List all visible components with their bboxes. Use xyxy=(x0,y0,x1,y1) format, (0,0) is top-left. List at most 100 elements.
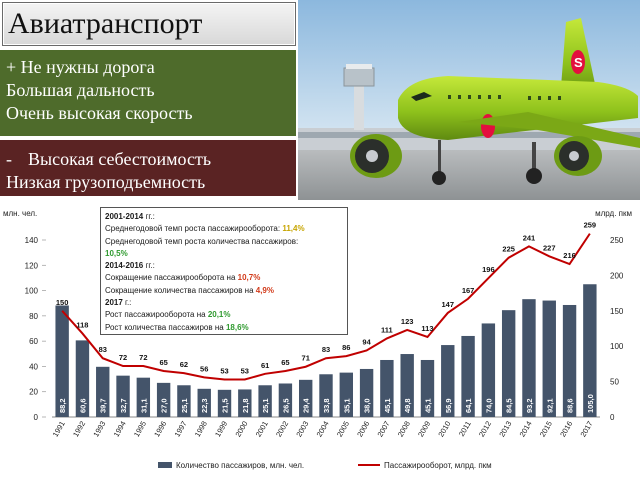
x-tick-label: 2001 xyxy=(254,420,270,439)
line-value-label: 71 xyxy=(302,354,310,363)
bar-value-label: 39,7 xyxy=(99,398,108,413)
cons-item: Низкая грузоподъемность xyxy=(6,172,206,192)
line-value-label: 72 xyxy=(139,353,147,362)
info-line: Среднегодовой темп роста пассажирооборот… xyxy=(105,224,305,234)
x-tick-label: 2011 xyxy=(457,420,473,438)
bar-value-label: 22,3 xyxy=(200,398,209,413)
line-value-label: 86 xyxy=(342,343,350,352)
line-value-label: 123 xyxy=(401,317,414,326)
y-left-tick-label: 40 xyxy=(29,362,38,371)
line-value-label: 147 xyxy=(442,300,455,309)
airplane-illustration: S xyxy=(298,0,640,200)
line-value-label: 227 xyxy=(543,243,556,252)
bar-passengers xyxy=(583,284,597,417)
bar-passengers xyxy=(299,379,313,417)
line-value-label: 53 xyxy=(241,366,249,375)
y-left-tick-label: 120 xyxy=(25,261,39,270)
chart-bars xyxy=(55,284,597,417)
bar-value-label: 49,8 xyxy=(403,398,412,413)
legend-label-bars: Количество пассажиров, млн. чел. xyxy=(176,461,304,470)
pros-block: + Не нужны дорога Большая дальность Очен… xyxy=(0,50,296,136)
x-tick-label: 1993 xyxy=(91,420,107,439)
y-left-tick-label: 80 xyxy=(29,312,38,321)
x-tick-label: 1994 xyxy=(112,420,128,439)
bar-value-label: 32,7 xyxy=(119,398,128,413)
line-value-label: 61 xyxy=(261,361,269,370)
bar-value-label: 45,1 xyxy=(423,398,432,413)
line-value-label: 83 xyxy=(99,345,107,354)
info-period-1: 2001-2014 гг.: xyxy=(105,212,155,221)
bar-passengers xyxy=(441,345,455,417)
bar-passengers xyxy=(501,310,516,417)
info-line: Рост пассажирооборота на 20,1% xyxy=(105,310,231,320)
x-tick-label: 2012 xyxy=(477,420,493,439)
line-value-label: 56 xyxy=(200,364,208,373)
y-right-tick-label: 200 xyxy=(610,271,624,280)
chart-line xyxy=(61,233,591,381)
line-value-label: 65 xyxy=(159,358,167,367)
line-value-label: 241 xyxy=(523,233,536,242)
pros-item: Большая дальность xyxy=(6,80,155,100)
x-tick-label: 2006 xyxy=(355,420,371,439)
bar-passengers xyxy=(238,389,252,417)
right-axis-title: млрд. пкм xyxy=(595,209,632,218)
cons-item: - Высокая себестоимость xyxy=(6,148,296,171)
y-right-tick-label: 50 xyxy=(610,378,619,387)
bar-value-label: 21,8 xyxy=(241,398,250,413)
bar-value-label: 25,1 xyxy=(261,398,270,413)
y-right-tick-label: 150 xyxy=(610,307,624,316)
line-passenger-turnover xyxy=(61,233,591,381)
tower-roof xyxy=(346,64,372,69)
line-value-label: 118 xyxy=(76,320,88,329)
bar-value-label: 84,5 xyxy=(505,398,514,413)
bar-value-label: 31,1 xyxy=(139,398,148,413)
bar-passengers xyxy=(400,354,414,417)
info-period-2: 2014-2016 гг.: xyxy=(105,261,155,271)
pros-item: Очень высокая скорость xyxy=(6,103,193,123)
x-tick-label: 2008 xyxy=(396,420,412,439)
nose-wheel xyxy=(432,171,446,185)
x-tick-label: 1998 xyxy=(193,420,209,439)
cockpit-windows xyxy=(411,92,432,101)
chart-legend: Количество пассажиров, млн. чел. Пассажир… xyxy=(158,461,492,470)
bar-passengers xyxy=(217,389,232,417)
bar-value-label: 21,5 xyxy=(221,398,230,413)
bar-passengers xyxy=(136,377,151,417)
x-tick-label: 1992 xyxy=(71,420,87,439)
line-value-label: 113 xyxy=(421,324,433,333)
bar-passengers xyxy=(156,382,171,417)
bar-passengers xyxy=(420,359,435,417)
x-tick-label: 2017 xyxy=(578,420,594,439)
cons-block: - Высокая себестоимость Низкая грузоподъе… xyxy=(0,140,296,196)
y-left-tick-label: 140 xyxy=(25,236,39,245)
line-value-label: 94 xyxy=(362,337,371,346)
line-value-label: 111 xyxy=(381,325,393,334)
x-tick-label: 1991 xyxy=(51,420,67,439)
airplane-photo: S xyxy=(298,0,640,200)
info-line: 10,5% xyxy=(105,248,128,258)
bar-passengers xyxy=(258,385,272,417)
bar-value-label: 26,5 xyxy=(281,398,290,413)
x-tick-label: 2007 xyxy=(375,420,391,439)
bar-value-label: 56,9 xyxy=(444,398,453,413)
x-tick-label: 1997 xyxy=(173,420,189,439)
y-right-tick-label: 0 xyxy=(610,413,615,422)
x-tick-label: 2013 xyxy=(497,419,513,438)
bar-passengers xyxy=(461,335,475,417)
x-tick-label: 2002 xyxy=(274,420,290,439)
bar-value-label: 38,0 xyxy=(363,398,372,413)
x-tick-label: 2000 xyxy=(233,420,249,439)
bar-value-label: 105,0 xyxy=(586,394,595,413)
y-left-tick-label: 20 xyxy=(29,388,38,397)
x-tick-label: 2015 xyxy=(538,420,554,439)
y-left-tick-label: 100 xyxy=(25,287,39,296)
bar-passengers xyxy=(380,359,394,417)
line-value-label: 83 xyxy=(322,345,330,354)
line-value-label: 225 xyxy=(502,245,515,254)
line-value-label: 150 xyxy=(56,298,69,307)
bar-passengers xyxy=(319,374,333,417)
main-wheel xyxy=(526,168,542,184)
bar-passengers xyxy=(481,323,496,417)
left-axis-title: млн. чел. xyxy=(3,209,37,218)
tower-cab xyxy=(343,67,375,87)
